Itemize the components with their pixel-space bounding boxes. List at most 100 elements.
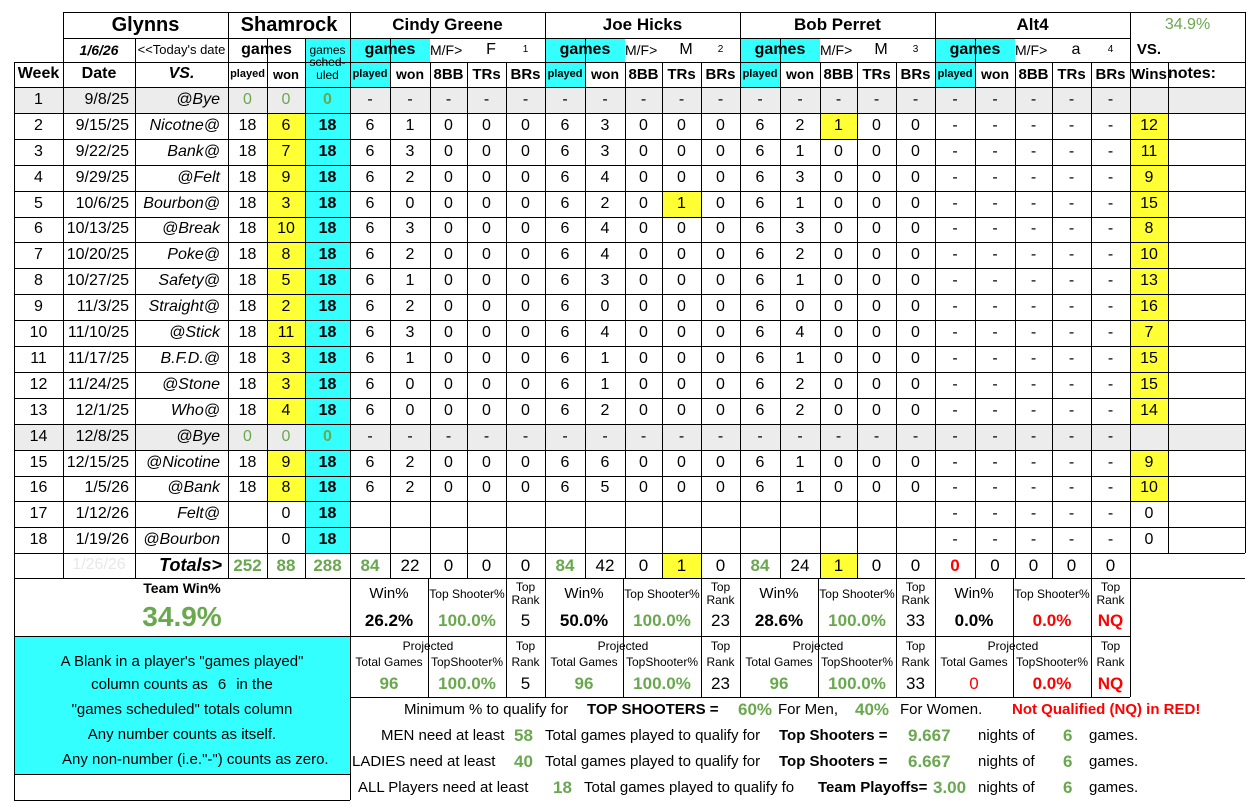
player-stat-cell: 0 bbox=[677, 220, 686, 238]
player-total-cell: 0 bbox=[1105, 555, 1116, 575]
player-number: 2 bbox=[717, 43, 724, 55]
player-stat-cell: 6 bbox=[755, 194, 765, 212]
team-games-won: 2 bbox=[267, 294, 305, 320]
player-stat-cell: 0 bbox=[872, 220, 881, 238]
player-gender: M bbox=[679, 40, 693, 58]
player-stat-cell: 0 bbox=[521, 194, 530, 212]
player-stat-cell: 0 bbox=[911, 453, 920, 471]
player-stat-cell: - bbox=[835, 90, 842, 108]
match-date: 10/20/25 bbox=[66, 245, 129, 263]
player-stat-cell: 0 bbox=[911, 479, 920, 497]
team-games-played: 18 bbox=[238, 194, 257, 212]
player-stat-cell: 0 bbox=[482, 401, 491, 419]
player-stat-cell: 2 bbox=[405, 479, 415, 497]
grid-line bbox=[305, 38, 306, 578]
projected-ts-value: 0.0% bbox=[1032, 674, 1072, 694]
team-games-scheduled: 18 bbox=[305, 113, 350, 139]
player-stat-cell: 0 bbox=[521, 168, 530, 186]
player-stat-cell: 0 bbox=[639, 297, 648, 315]
player-stat-cell: 0 bbox=[639, 375, 648, 393]
player-stat-cell: 1 bbox=[795, 271, 805, 289]
player-stat-cell: 0 bbox=[639, 323, 648, 341]
player-stat-cell bbox=[740, 501, 780, 527]
top-rank-value: 33 bbox=[906, 611, 925, 631]
player-stat-cell: 6 bbox=[560, 375, 570, 393]
grid-line bbox=[14, 501, 1245, 502]
rule-text: Top Shooters = bbox=[779, 753, 888, 771]
total-played: 252 bbox=[233, 555, 262, 575]
player-stat-cell: 0 bbox=[872, 479, 881, 497]
player-stat-cell: 3 bbox=[405, 142, 415, 160]
projected-rank-value: 33 bbox=[906, 674, 925, 694]
player-stat-cell: 0 bbox=[639, 271, 648, 289]
player-stat-cell: - bbox=[1068, 401, 1075, 419]
match-date: 11/10/25 bbox=[67, 323, 129, 341]
player-stat-cell: - bbox=[1030, 453, 1037, 471]
grid-line bbox=[267, 38, 268, 578]
vs-wins: 9 bbox=[1130, 165, 1168, 191]
ladies-nights: 6.667 bbox=[908, 752, 951, 772]
player-stat-cell: - bbox=[952, 271, 958, 289]
player-stat-cell: - bbox=[717, 90, 724, 108]
projected-games-value: 96 bbox=[769, 674, 789, 694]
player-stat-cell: 6 bbox=[560, 401, 570, 419]
player-stat-cell: 6 bbox=[755, 453, 765, 471]
player-stat-cell: - bbox=[1068, 349, 1075, 367]
match-date: 1/5/26 bbox=[84, 479, 129, 497]
player-stat-cell: - bbox=[1030, 323, 1037, 341]
men-games: 58 bbox=[514, 726, 533, 746]
player-stat-cell: 0 bbox=[911, 142, 920, 160]
grid-line bbox=[14, 242, 1245, 243]
projected-ts-value: 100.0% bbox=[633, 674, 691, 694]
grid-line bbox=[14, 578, 15, 800]
player-stat-cell: 0 bbox=[677, 453, 686, 471]
team-games-won: 7 bbox=[267, 139, 305, 165]
player-stat-cell: - bbox=[1107, 375, 1114, 393]
player-stat-cell: - bbox=[640, 90, 647, 108]
vs-wins: 13 bbox=[1130, 268, 1168, 294]
projected-rank-value: NQ bbox=[1097, 674, 1124, 694]
player-played-header: played bbox=[935, 62, 975, 87]
player-stat-cell: - bbox=[992, 245, 998, 263]
player-stat-cell: - bbox=[992, 142, 998, 160]
player-stat-cell: 0 bbox=[444, 245, 453, 263]
grid-line bbox=[545, 12, 546, 697]
player-stat-cell: - bbox=[952, 349, 958, 367]
grid-line bbox=[228, 12, 229, 578]
projected-label: Projected bbox=[792, 638, 844, 653]
player-stat-cell: - bbox=[992, 349, 998, 367]
team-win-value: 34.9% bbox=[142, 601, 222, 633]
player-stat-cell: - bbox=[992, 453, 998, 471]
player-stat-cell: 6 bbox=[755, 168, 765, 186]
player-stat-cell: - bbox=[1107, 530, 1114, 548]
player-number: 4 bbox=[1107, 43, 1114, 55]
player-stat-cell: - bbox=[1068, 220, 1075, 238]
team-games-won: 0 bbox=[281, 530, 291, 548]
match-date: 1/19/26 bbox=[75, 530, 129, 548]
player-stat-cell: - bbox=[1030, 116, 1037, 134]
grid-line bbox=[623, 578, 624, 697]
men-pct: 60% bbox=[738, 700, 773, 720]
team-games-scheduled: 18 bbox=[305, 527, 350, 553]
player-stat-cell: 6 bbox=[755, 142, 765, 160]
opponent: @Bank bbox=[167, 479, 220, 497]
player-stat-cell: - bbox=[1068, 530, 1075, 548]
player-played-header: played bbox=[740, 62, 780, 87]
projected-top-label: Top bbox=[515, 638, 536, 653]
player-stat-cell: 1 bbox=[795, 453, 805, 471]
projected-label: Projected bbox=[402, 638, 454, 653]
player-stat-cell: 0 bbox=[639, 453, 648, 471]
player-stat-cell bbox=[625, 527, 662, 553]
player-stat-cell: - bbox=[1107, 90, 1114, 108]
ghost-date: 1/26/26 bbox=[72, 556, 126, 574]
player-stat-cell: - bbox=[1068, 168, 1075, 186]
player-stat-cell: 1 bbox=[795, 349, 805, 367]
player-stat-cell: - bbox=[1030, 530, 1037, 548]
player-stat-cell: - bbox=[952, 504, 958, 522]
player-stat-cell: - bbox=[1107, 401, 1114, 419]
player-stat-cell: - bbox=[873, 90, 880, 108]
player-stat-cell: - bbox=[992, 504, 998, 522]
player-stat-cell: - bbox=[445, 90, 452, 108]
player-stat-cell: - bbox=[1068, 323, 1075, 341]
